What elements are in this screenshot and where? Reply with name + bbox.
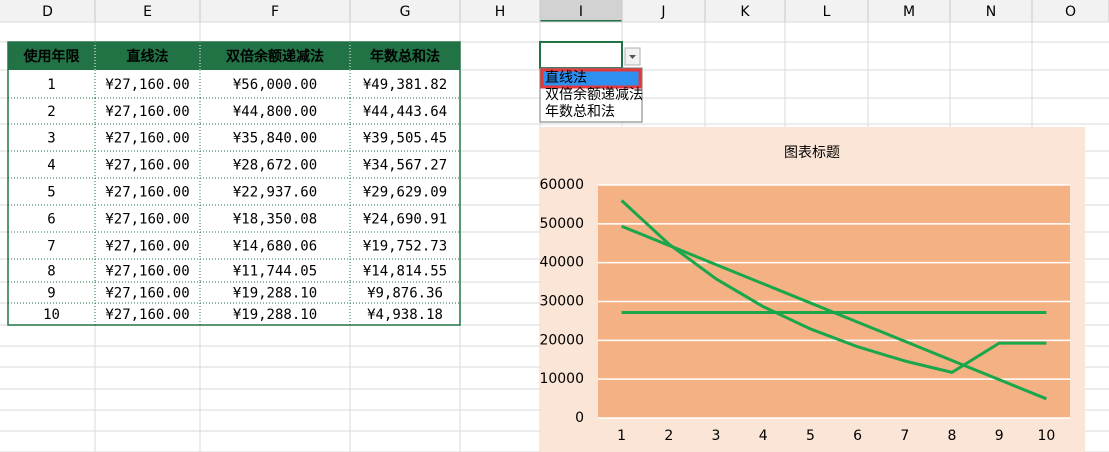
table-cell: ¥49,381.82	[363, 77, 447, 93]
table-cell: 5	[47, 185, 55, 201]
table-header-cell: 年数总和法	[370, 48, 440, 65]
column-header[interactable]: F	[271, 4, 279, 20]
table-cell: ¥27,160.00	[105, 185, 189, 201]
table-cell: ¥27,160.00	[105, 104, 189, 120]
column-header[interactable]: J	[660, 4, 665, 20]
table-cell: ¥27,160.00	[105, 286, 189, 302]
dropdown-item[interactable]: 直线法	[545, 69, 587, 86]
column-header[interactable]: H	[495, 4, 506, 20]
table-cell: ¥22,937.60	[233, 185, 317, 201]
selected-column-header	[540, 0, 622, 22]
table-cell: 2	[47, 104, 55, 120]
table-cell: ¥56,000.00	[233, 77, 317, 93]
column-header[interactable]: M	[903, 4, 915, 20]
table-cell: ¥27,160.00	[105, 307, 189, 323]
x-tick-label: 8	[948, 428, 957, 444]
x-tick-label: 10	[1037, 428, 1055, 444]
y-tick-label: 60000	[539, 177, 584, 193]
table-cell: 10	[43, 307, 60, 323]
table-cell: ¥19,752.73	[363, 239, 447, 255]
table-cell: ¥27,160.00	[105, 131, 189, 147]
table-header-cell: 直线法	[127, 48, 169, 65]
dropdown-item-highlight	[540, 68, 642, 89]
y-tick-label: 30000	[539, 294, 584, 310]
table-cell: ¥35,840.00	[233, 131, 317, 147]
table-cell: ¥27,160.00	[105, 239, 189, 255]
x-tick-label: 3	[712, 428, 721, 444]
y-tick-label: 40000	[539, 255, 584, 271]
x-tick-label: 7	[900, 428, 909, 444]
y-tick-label: 10000	[539, 371, 584, 387]
x-tick-label: 4	[759, 428, 768, 444]
table-cell: ¥27,160.00	[105, 264, 189, 280]
table-cell: ¥19,288.10	[233, 286, 317, 302]
table-cell: ¥44,443.64	[363, 104, 447, 120]
line-series	[621, 224, 1047, 401]
table-header-cell: 使用年限	[23, 48, 80, 65]
table-cell: ¥27,160.00	[105, 158, 189, 174]
dropdown-cell[interactable]	[539, 41, 623, 69]
column-header[interactable]: K	[740, 4, 750, 20]
table-cell: ¥24,690.91	[363, 212, 447, 228]
table-cell: ¥18,350.08	[233, 212, 317, 228]
column-header[interactable]: O	[1065, 4, 1076, 20]
dropdown-item[interactable]: 年数总和法	[545, 104, 615, 120]
table-cell: ¥14,814.55	[363, 264, 447, 280]
table-cell: ¥19,288.10	[233, 307, 317, 323]
column-header[interactable]: G	[400, 4, 411, 20]
column-header[interactable]: D	[42, 4, 53, 20]
x-tick-label: 1	[617, 428, 626, 444]
table-cell: ¥44,800.00	[233, 104, 317, 120]
table-cell: ¥34,567.27	[363, 158, 447, 174]
column-header[interactable]: I	[579, 4, 583, 20]
dropdown-arrow	[629, 55, 636, 59]
table-border	[7, 41, 461, 326]
line-series	[620, 199, 1047, 374]
table-cell: ¥9,876.36	[367, 286, 443, 302]
table-cell: 7	[47, 239, 55, 255]
table-cell: 9	[47, 286, 55, 302]
table-cell: ¥29,629.09	[363, 185, 447, 201]
table-cell: ¥4,938.18	[367, 307, 443, 323]
table-cell: ¥39,505.45	[363, 131, 447, 147]
column-header[interactable]: N	[986, 4, 996, 20]
table-header-cell: 双倍余额递减法	[226, 48, 324, 65]
y-tick-label: 50000	[539, 216, 584, 232]
x-tick-label: 6	[853, 428, 862, 444]
table-background	[8, 42, 460, 325]
table-cell: 8	[47, 264, 55, 280]
table-cell: 1	[47, 77, 55, 93]
table-cell: ¥27,160.00	[105, 77, 189, 93]
table-cell: 4	[47, 158, 55, 174]
dropdown-item[interactable]: 双倍余额递减法	[545, 86, 643, 103]
table-cell: ¥11,744.05	[233, 264, 317, 280]
y-tick-label: 0	[575, 410, 584, 426]
table-cell: ¥28,672.00	[233, 158, 317, 174]
table-cell: ¥27,160.00	[105, 212, 189, 228]
table-cell: 6	[47, 212, 55, 228]
table-cell: 3	[47, 131, 55, 147]
x-tick-label: 9	[995, 428, 1004, 444]
column-header[interactable]: E	[143, 4, 152, 20]
x-tick-label: 2	[664, 428, 673, 444]
table-cell: ¥14,680.06	[233, 239, 317, 255]
chart-title: 图表标题	[784, 145, 840, 161]
x-tick-label: 5	[806, 428, 815, 444]
column-header[interactable]: L	[823, 4, 831, 20]
table-header-bg	[8, 42, 460, 70]
y-tick-label: 20000	[539, 332, 584, 348]
